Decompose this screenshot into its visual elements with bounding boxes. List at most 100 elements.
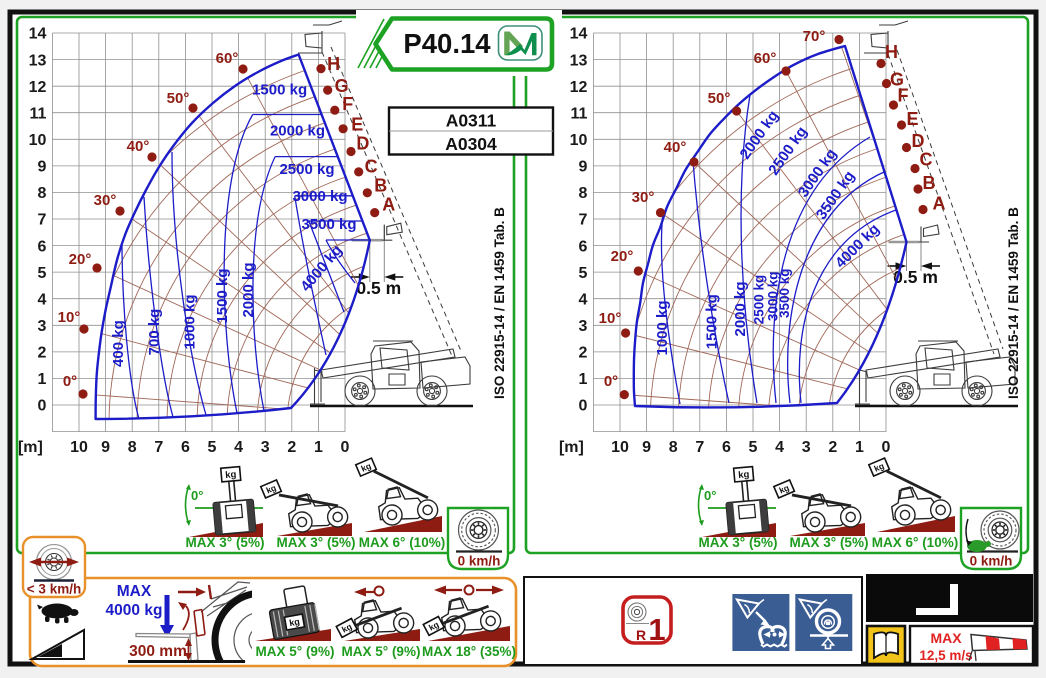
svg-text:11: 11 (570, 105, 587, 122)
svg-text:6: 6 (181, 439, 190, 456)
svg-text:3: 3 (37, 318, 46, 335)
svg-text:60°: 60° (216, 50, 239, 67)
svg-text:1500 kg: 1500 kg (252, 82, 307, 99)
svg-text:10°: 10° (58, 309, 81, 326)
svg-text:A: A (382, 195, 395, 215)
svg-text:5: 5 (749, 439, 758, 456)
svg-text:7: 7 (154, 439, 163, 456)
svg-text:10: 10 (70, 439, 88, 456)
svg-text:P40.14: P40.14 (403, 28, 491, 59)
svg-text:F: F (898, 85, 909, 105)
svg-text:MAX: MAX (930, 630, 962, 646)
svg-text:1: 1 (314, 439, 323, 456)
svg-text:10: 10 (29, 132, 47, 149)
svg-text:A0304: A0304 (445, 134, 497, 154)
svg-text:2: 2 (578, 345, 587, 362)
svg-text:2000 kg: 2000 kg (732, 281, 749, 336)
svg-text:1000 kg: 1000 kg (654, 300, 671, 355)
svg-text:MAX 18° (35%): MAX 18° (35%) (422, 644, 516, 659)
svg-text:H: H (885, 42, 898, 62)
svg-text:4: 4 (37, 291, 46, 308)
svg-text:3000 kg: 3000 kg (292, 188, 347, 205)
svg-text:60°: 60° (754, 50, 777, 67)
svg-text:ISO 22915-14 / EN 1459 Tab. B: ISO 22915-14 / EN 1459 Tab. B (492, 207, 507, 399)
svg-text:3: 3 (261, 439, 270, 456)
svg-text:0: 0 (341, 439, 350, 456)
svg-text:50°: 50° (708, 90, 731, 107)
svg-text:30°: 30° (632, 189, 655, 206)
svg-text:8: 8 (128, 439, 137, 456)
svg-text:6: 6 (37, 238, 46, 255)
svg-text:9: 9 (101, 439, 110, 456)
svg-text:1: 1 (578, 371, 587, 388)
svg-text:kg: kg (288, 616, 300, 628)
svg-text:7: 7 (695, 439, 704, 456)
svg-text:R: R (636, 627, 646, 643)
svg-text:C: C (920, 149, 933, 169)
svg-text:G: G (335, 76, 349, 96)
svg-text:7: 7 (37, 212, 46, 229)
svg-text:2: 2 (828, 439, 837, 456)
svg-text:3: 3 (802, 439, 811, 456)
svg-text:A0311: A0311 (446, 111, 497, 131)
svg-text:14: 14 (29, 26, 47, 43)
svg-text:6: 6 (578, 238, 587, 255)
svg-text:6: 6 (722, 439, 731, 456)
svg-text:1000 kg: 1000 kg (182, 294, 199, 349)
svg-text:13: 13 (570, 52, 588, 69)
svg-text:12,5 m/s: 12,5 m/s (919, 648, 972, 663)
svg-text:0°: 0° (63, 373, 77, 390)
svg-text:7: 7 (578, 212, 587, 229)
svg-text:0: 0 (37, 398, 46, 415)
svg-text:14: 14 (570, 26, 588, 43)
svg-text:40°: 40° (127, 138, 150, 155)
svg-text:E: E (351, 114, 363, 134)
svg-text:3500 kg: 3500 kg (777, 268, 792, 318)
svg-text:5: 5 (37, 265, 46, 282)
svg-text:H: H (327, 54, 340, 74)
svg-text:2500 kg: 2500 kg (752, 275, 767, 325)
svg-text:0°: 0° (191, 488, 203, 503)
svg-text:20°: 20° (611, 248, 634, 265)
svg-text:2000 kg: 2000 kg (240, 262, 257, 317)
svg-text:0°: 0° (704, 488, 716, 503)
svg-text:30°: 30° (94, 192, 117, 209)
svg-text:9: 9 (37, 159, 46, 176)
svg-text:2500 kg: 2500 kg (279, 161, 334, 178)
svg-text:kg: kg (873, 461, 886, 474)
svg-text:1: 1 (648, 612, 665, 647)
svg-text:300 mm: 300 mm (129, 643, 187, 660)
svg-text:1500 kg: 1500 kg (214, 268, 231, 323)
svg-text:1: 1 (37, 371, 46, 388)
svg-text:0.5 m: 0.5 m (893, 267, 938, 287)
svg-text:5: 5 (208, 439, 217, 456)
svg-text:4: 4 (578, 291, 587, 308)
svg-text:[m]: [m] (559, 439, 584, 456)
svg-text:F: F (342, 94, 353, 114)
svg-text:kg: kg (427, 619, 440, 632)
svg-text:0: 0 (578, 398, 587, 415)
svg-text:9: 9 (578, 159, 587, 176)
svg-text:9: 9 (642, 439, 651, 456)
svg-text:kg: kg (225, 469, 237, 481)
svg-text:5: 5 (578, 265, 587, 282)
svg-text:70°: 70° (803, 28, 826, 45)
svg-text:11: 11 (29, 105, 46, 122)
svg-text:B: B (374, 175, 387, 195)
svg-text:D: D (912, 131, 925, 151)
svg-text:G: G (890, 69, 904, 89)
svg-text:2: 2 (37, 345, 46, 362)
svg-text:1: 1 (855, 439, 864, 456)
svg-text:3000 kg: 3000 kg (765, 272, 780, 322)
svg-text:0 km/h: 0 km/h (970, 554, 1013, 569)
svg-text:8: 8 (37, 185, 46, 202)
svg-text:MAX 3° (5%): MAX 3° (5%) (277, 535, 356, 550)
svg-text:ISO 22915-14 / EN 1459 Tab. B: ISO 22915-14 / EN 1459 Tab. B (1006, 207, 1021, 399)
svg-text:400 kg: 400 kg (110, 320, 127, 367)
svg-text:kg: kg (778, 482, 791, 495)
svg-text:MAX 3° (5%): MAX 3° (5%) (699, 535, 778, 550)
svg-text:C: C (365, 157, 378, 177)
svg-text:MAX 5° (9%): MAX 5° (9%) (342, 644, 421, 659)
svg-text:2000 kg: 2000 kg (270, 122, 325, 139)
svg-text:kg: kg (340, 621, 353, 634)
